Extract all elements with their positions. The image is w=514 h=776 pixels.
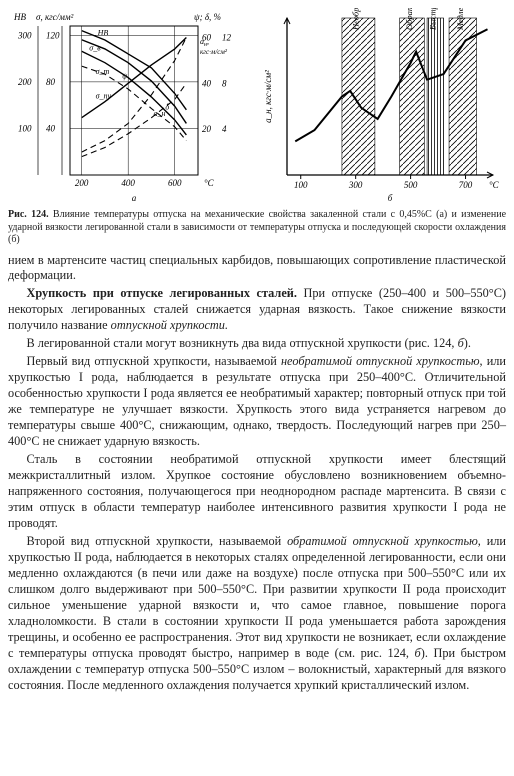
- svg-text:кгс·м/см²: кгс·м/см²: [200, 48, 228, 56]
- svg-text:200: 200: [18, 77, 32, 87]
- svg-text:a_н: a_н: [153, 109, 165, 118]
- svg-text:400: 400: [121, 178, 135, 188]
- svg-text:300: 300: [348, 180, 363, 190]
- svg-text:40: 40: [202, 78, 212, 88]
- paragraph: Хрупкость при отпуске легированных стале…: [8, 286, 506, 334]
- svg-text:ψ; δ, %: ψ; δ, %: [194, 12, 221, 22]
- paragraph: Первый вид отпускной хрупкости, называем…: [8, 354, 506, 450]
- paragraph: В легированной стали могут возникнуть дв…: [8, 336, 506, 352]
- svg-text:80: 80: [46, 77, 56, 87]
- svg-text:°C: °C: [489, 180, 499, 190]
- svg-text:HB: HB: [97, 28, 109, 37]
- paragraph: Второй вид отпускной хрупкости, называем…: [8, 534, 506, 694]
- svg-text:HB: HB: [13, 12, 26, 22]
- paragraph: нием в мартенсите частиц специальных кар…: [8, 253, 506, 285]
- figure-a: 200 400 600 °C а 100 40 200 80 300 120 HB σ, кгс/мм²…: [8, 8, 255, 203]
- svg-text:σ_т: σ_т: [96, 67, 110, 76]
- svg-text:σ_в: σ_в: [89, 44, 101, 53]
- svg-text:600: 600: [168, 178, 182, 188]
- svg-text:Быстрое охлаждение: Быстрое охлаждение: [427, 8, 437, 31]
- svg-text:100: 100: [294, 180, 308, 190]
- svg-text:σ, кгс/мм²: σ, кгс/мм²: [36, 12, 74, 22]
- svg-text:100: 100: [18, 123, 32, 133]
- caption-prefix: Рис. 124.: [8, 209, 49, 220]
- paragraph: Сталь в состоянии необратимой отпускной …: [8, 452, 506, 532]
- svg-text:°C: °C: [204, 178, 215, 188]
- svg-text:δ: δ: [165, 103, 169, 112]
- figure-caption: Рис. 124. Влияние температуры отпуска на…: [8, 209, 506, 247]
- svg-text:20: 20: [202, 124, 212, 134]
- svg-text:700: 700: [459, 180, 473, 190]
- caption-text: Влияние температуры отпуска на механичес…: [8, 209, 506, 245]
- body-text: нием в мартенсите частиц специальных кар…: [8, 253, 506, 695]
- svg-text:120: 120: [46, 30, 60, 40]
- svg-text:Медленное охлаждение: Медленное охлаждение: [455, 8, 465, 31]
- svg-text:500: 500: [404, 180, 418, 190]
- figure-b: Необратимая хрупкость Обратимая хрупкость…: [259, 8, 506, 203]
- figure-row: 200 400 600 °C а 100 40 200 80 300 120 HB σ, кгс/мм²…: [8, 8, 506, 203]
- svg-text:Обратимая хрупкость: Обратимая хрупкость: [404, 8, 414, 30]
- svg-text:a_н, кгс·м/см²: a_н, кгс·м/см²: [263, 70, 273, 123]
- svg-text:12: 12: [222, 32, 232, 42]
- svg-text:Необратимая хрупкость: Необратимая хрупкость: [350, 8, 360, 31]
- svg-text:б: б: [388, 193, 393, 203]
- svg-text:4: 4: [222, 124, 227, 134]
- svg-text:200: 200: [75, 178, 89, 188]
- svg-text:300: 300: [17, 30, 32, 40]
- svg-text:σ_пу: σ_пу: [96, 91, 112, 100]
- svg-text:а: а: [132, 193, 137, 203]
- svg-text:40: 40: [46, 123, 56, 133]
- svg-text:8: 8: [222, 78, 227, 88]
